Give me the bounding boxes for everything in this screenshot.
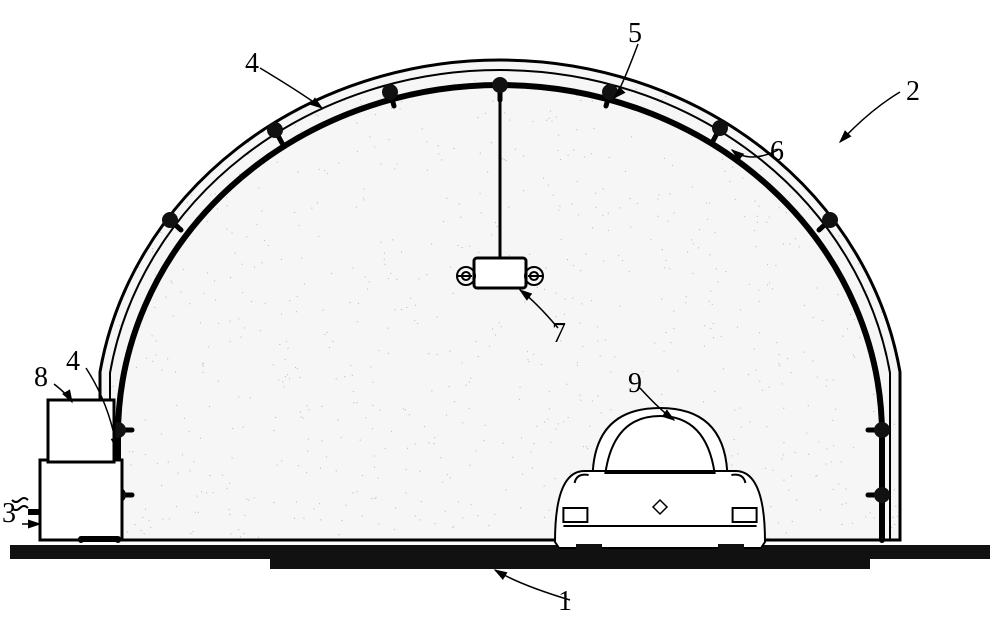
label-5: 5 xyxy=(628,18,642,50)
label-1: 1 xyxy=(558,586,572,618)
label-6: 6 xyxy=(770,136,784,168)
diagram-stage: 1 2 3 4 4 5 6 7 8 9 xyxy=(0,0,1000,632)
pipe-node xyxy=(492,77,508,93)
label-7: 7 xyxy=(552,318,566,350)
supply-pipe xyxy=(81,539,118,540)
label-8: 8 xyxy=(34,362,48,394)
pipe-node xyxy=(267,122,283,138)
leader-line xyxy=(840,92,900,142)
supply-unit-base xyxy=(40,460,122,540)
leader-line xyxy=(260,68,322,108)
supply-unit-top xyxy=(48,400,114,462)
label-4-wall: 4 xyxy=(66,346,80,378)
label-4-arc: 4 xyxy=(245,48,259,80)
label-2: 2 xyxy=(906,76,920,108)
label-9: 9 xyxy=(628,368,642,400)
label-3: 3 xyxy=(2,498,16,530)
pipe-node xyxy=(382,84,398,100)
pipe-node xyxy=(822,212,838,228)
pipe-node xyxy=(874,422,890,438)
ceiling-fixture xyxy=(474,258,526,288)
pipe-node xyxy=(874,487,890,503)
pipe-node xyxy=(602,84,618,100)
pipe-node xyxy=(712,120,728,136)
pipe-node xyxy=(162,212,178,228)
diagram-svg xyxy=(0,0,1000,632)
